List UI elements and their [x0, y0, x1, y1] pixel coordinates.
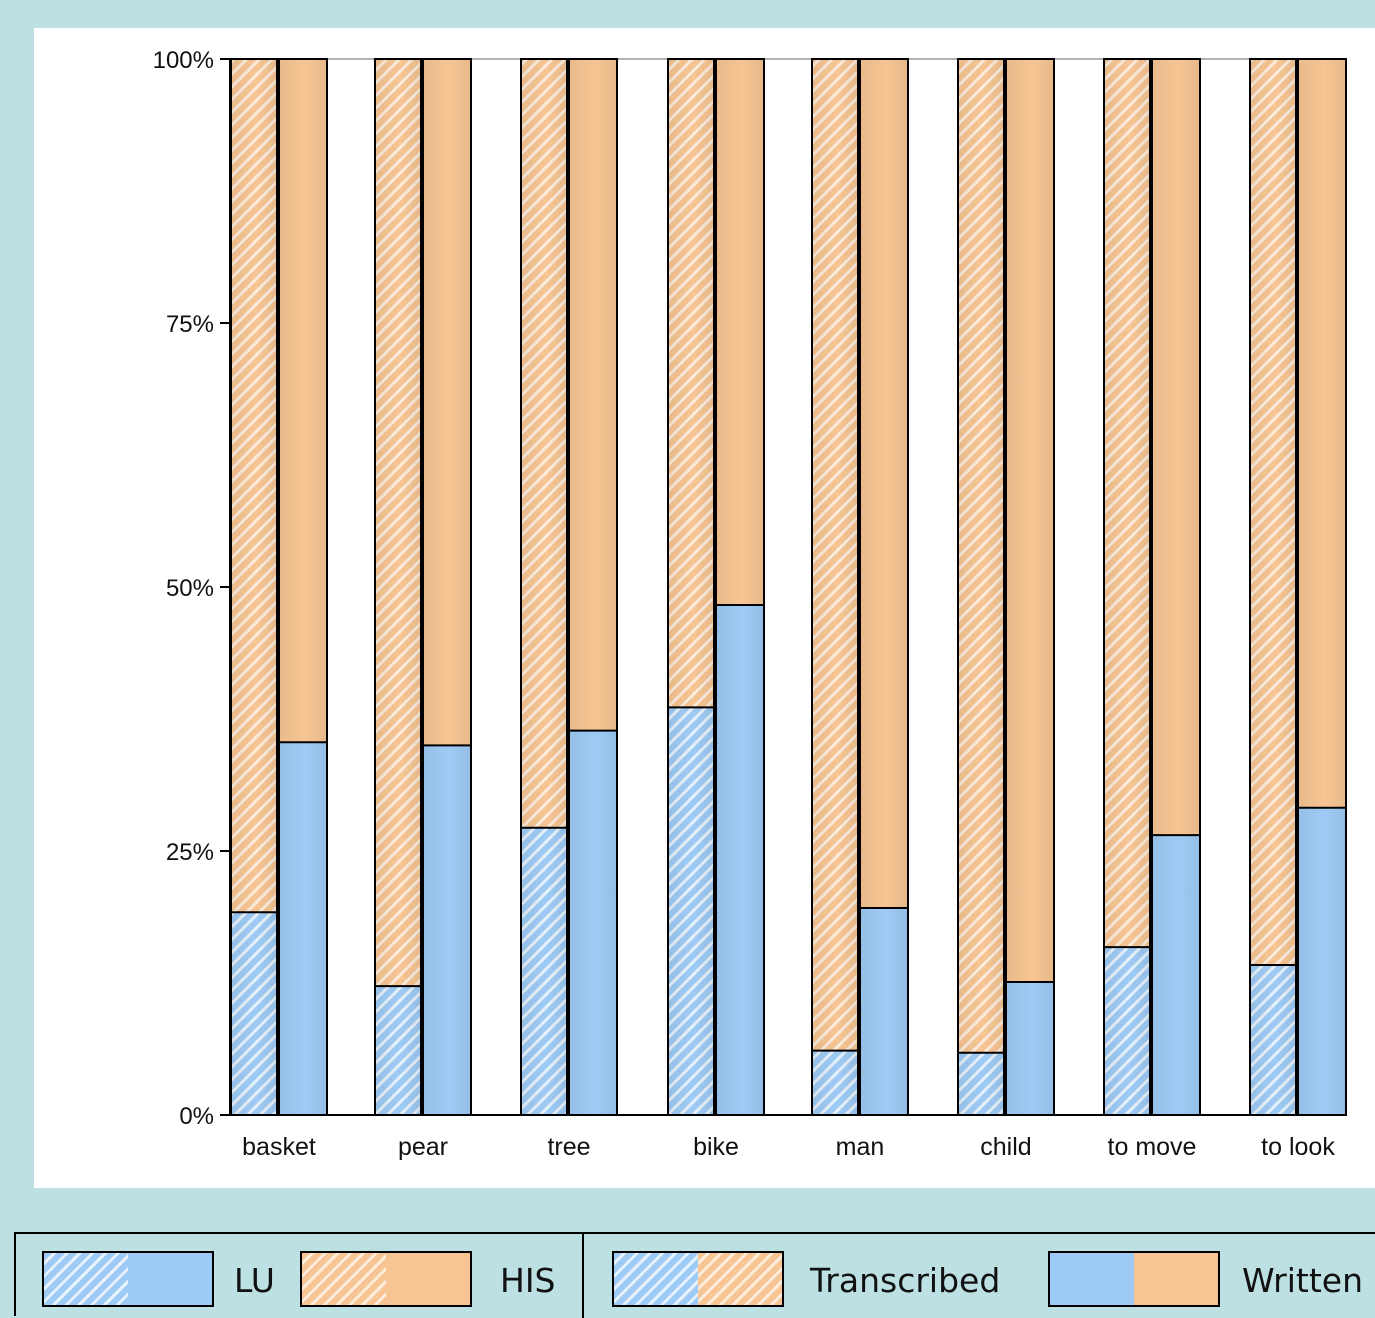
bar-outline: [520, 58, 568, 1116]
bar-outline: [568, 58, 618, 1116]
bar-shade: [1104, 59, 1150, 1115]
bar-shade: [668, 59, 714, 1115]
bar-shade: [423, 59, 471, 1115]
bar-outline: [1249, 58, 1297, 1116]
bar-shade: [1298, 59, 1346, 1115]
labels: 0% 25% 50% 75% 100% basket pear tree bike man chil…: [153, 47, 1336, 1161]
bar-shade: [521, 59, 567, 1115]
legend-label-transcribed: Transcribed: [810, 1261, 1001, 1300]
x-tick-label: to look: [1261, 1133, 1335, 1161]
bar-outline: [278, 58, 328, 1116]
legend-divider: [582, 1234, 584, 1318]
bar-outline: [374, 58, 422, 1116]
bar-shade: [1250, 59, 1296, 1115]
x-tick-label: man: [836, 1133, 885, 1161]
bar-shade: [375, 59, 421, 1115]
bar-shade: [1006, 59, 1054, 1115]
chart-panel: 0% 25% 50% 75% 100% basket pear tree bike man chil…: [34, 28, 1375, 1188]
bar-outline: [422, 58, 472, 1116]
bar-outline: [811, 58, 859, 1116]
bar-outline: [1151, 58, 1201, 1116]
bar-outline: [1297, 58, 1347, 1116]
y-tick-label: 100%: [153, 47, 214, 74]
bar-outline: [1005, 58, 1055, 1116]
legend-swatch-lu: [42, 1251, 214, 1307]
chart-title-fragment: [0, 0, 1375, 10]
stacked-bar-chart: 0% 25% 50% 75% 100% basket pear tree bike man chil…: [153, 47, 1347, 1161]
x-tick-label: basket: [242, 1133, 316, 1161]
x-tick-label: bike: [693, 1133, 739, 1161]
legend: LU HIS Transcribed Written: [14, 1232, 1375, 1318]
legend-label-written: Written: [1242, 1261, 1363, 1300]
bar-shade: [812, 59, 858, 1115]
bars: [230, 58, 1347, 1116]
bar-outline: [1103, 58, 1151, 1116]
legend-swatch-his: [300, 1251, 472, 1307]
bar-shade: [569, 59, 617, 1115]
y-tick-label: 50%: [166, 575, 214, 602]
legend-swatch-transcribed: [612, 1251, 784, 1307]
y-tick-label: 75%: [166, 311, 214, 338]
bar-shade: [231, 59, 277, 1115]
legend-label-his: HIS: [500, 1261, 556, 1300]
x-tick-label: child: [980, 1133, 1031, 1161]
bar-outline: [715, 58, 765, 1116]
y-tick-label: 0%: [179, 1103, 214, 1130]
bar-outline: [859, 58, 909, 1116]
legend-swatch-written: [1048, 1251, 1220, 1307]
bar-shade: [958, 59, 1004, 1115]
y-tick-label: 25%: [166, 839, 214, 866]
bar-shade: [860, 59, 908, 1115]
bar-outline: [957, 58, 1005, 1116]
x-tick-label: to move: [1108, 1133, 1197, 1161]
bar-outline: [230, 58, 278, 1116]
bar-shade: [1152, 59, 1200, 1115]
bar-shade: [279, 59, 327, 1115]
bar-outline: [667, 58, 715, 1116]
x-tick-label: pear: [398, 1133, 448, 1161]
x-tick-label: tree: [547, 1133, 590, 1161]
bar-shade: [716, 59, 764, 1115]
legend-label-lu: LU: [234, 1261, 275, 1300]
